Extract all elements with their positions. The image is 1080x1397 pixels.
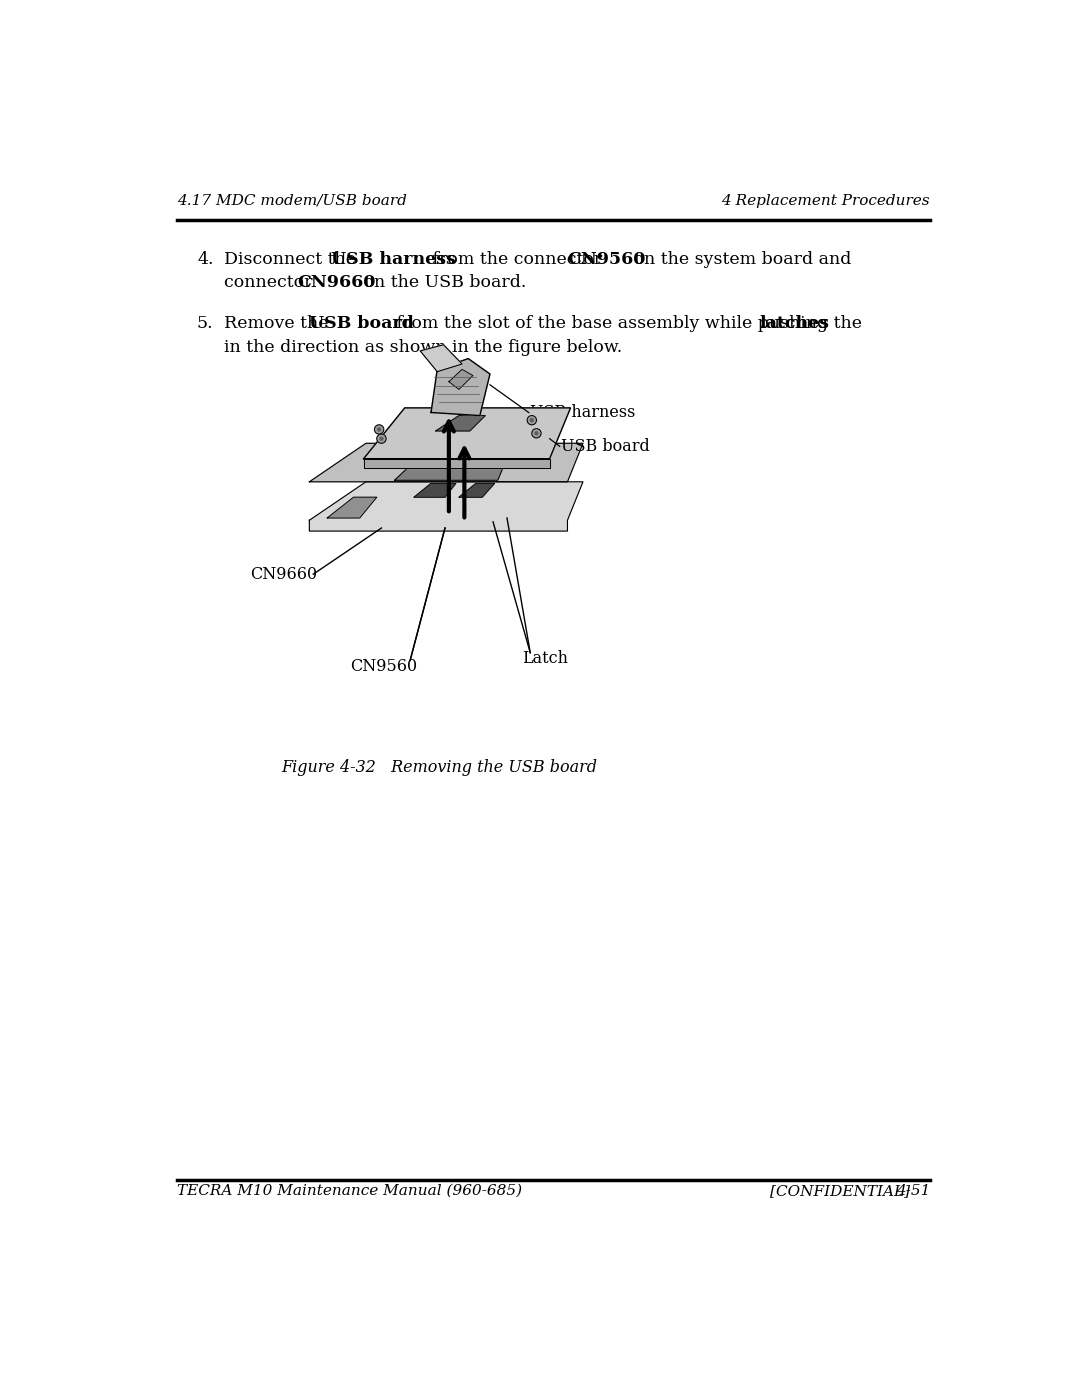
Text: Remove the: Remove the bbox=[225, 316, 334, 332]
Text: Latch: Latch bbox=[523, 651, 568, 668]
Text: USB harness: USB harness bbox=[530, 404, 636, 420]
Polygon shape bbox=[420, 345, 462, 372]
Polygon shape bbox=[449, 369, 473, 390]
Text: 5.: 5. bbox=[197, 316, 214, 332]
Text: TECRA M10 Maintenance Manual (960-685): TECRA M10 Maintenance Manual (960-685) bbox=[177, 1183, 522, 1197]
Text: CN9560: CN9560 bbox=[567, 251, 646, 268]
Text: from the connector: from the connector bbox=[428, 251, 608, 268]
Text: 4.: 4. bbox=[197, 251, 214, 268]
Text: on the system board and: on the system board and bbox=[629, 251, 852, 268]
Text: latches: latches bbox=[760, 316, 829, 332]
Polygon shape bbox=[435, 415, 485, 432]
Text: from the slot of the base assembly while pushing the: from the slot of the base assembly while… bbox=[391, 316, 867, 332]
Polygon shape bbox=[394, 462, 505, 481]
Polygon shape bbox=[364, 458, 550, 468]
Polygon shape bbox=[364, 408, 570, 458]
Text: 4-51: 4-51 bbox=[895, 1183, 930, 1197]
Text: in the direction as shown in the figure below.: in the direction as shown in the figure … bbox=[225, 338, 622, 356]
Polygon shape bbox=[327, 497, 377, 518]
Polygon shape bbox=[431, 359, 490, 415]
Circle shape bbox=[527, 415, 537, 425]
Polygon shape bbox=[309, 482, 583, 531]
Circle shape bbox=[375, 425, 383, 434]
Text: Figure 4-32   Removing the USB board: Figure 4-32 Removing the USB board bbox=[281, 759, 597, 775]
Text: CN9660: CN9660 bbox=[297, 274, 376, 291]
Text: USB board: USB board bbox=[309, 316, 414, 332]
Polygon shape bbox=[309, 443, 583, 482]
Circle shape bbox=[535, 432, 538, 434]
Circle shape bbox=[531, 429, 541, 437]
Text: 4.17 MDC modem/USB board: 4.17 MDC modem/USB board bbox=[177, 194, 407, 208]
Text: 4 Replacement Procedures: 4 Replacement Procedures bbox=[721, 194, 930, 208]
Text: connector: connector bbox=[225, 274, 319, 291]
Polygon shape bbox=[414, 483, 456, 497]
Text: USB board: USB board bbox=[562, 437, 650, 455]
Circle shape bbox=[380, 437, 383, 440]
Circle shape bbox=[378, 427, 380, 432]
Polygon shape bbox=[459, 483, 495, 497]
Circle shape bbox=[377, 434, 387, 443]
Circle shape bbox=[530, 419, 534, 422]
Text: [CONFIDENTIAL]: [CONFIDENTIAL] bbox=[770, 1183, 910, 1197]
Text: Disconnect the: Disconnect the bbox=[225, 251, 362, 268]
Text: CN9560: CN9560 bbox=[350, 658, 418, 675]
Text: USB harness: USB harness bbox=[330, 251, 456, 268]
Text: on the USB board.: on the USB board. bbox=[357, 274, 526, 291]
Text: CN9660: CN9660 bbox=[249, 566, 316, 583]
